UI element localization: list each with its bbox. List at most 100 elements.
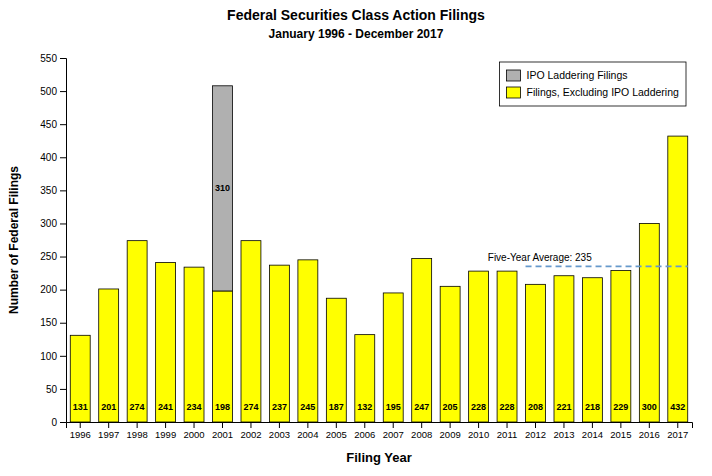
data-label: 205 bbox=[443, 402, 458, 412]
bar bbox=[241, 241, 261, 422]
bar bbox=[497, 271, 517, 422]
y-tick: 200 bbox=[40, 284, 66, 295]
data-label: 201 bbox=[101, 402, 116, 412]
y-tick-mark bbox=[60, 389, 66, 390]
x-tick-label: 2004 bbox=[297, 429, 318, 440]
y-tick-label: 50 bbox=[46, 384, 58, 395]
bar bbox=[184, 267, 204, 422]
bar bbox=[383, 292, 403, 293]
x-tick: 2015 bbox=[610, 422, 631, 440]
bar bbox=[184, 267, 204, 268]
bar bbox=[298, 259, 318, 260]
bar bbox=[526, 284, 546, 285]
x-tick: 2012 bbox=[525, 422, 546, 440]
x-tick: 2002 bbox=[240, 422, 261, 440]
x-tick: 2003 bbox=[269, 422, 290, 440]
bar bbox=[156, 262, 176, 263]
x-tick-mark bbox=[307, 422, 308, 428]
data-label: 228 bbox=[471, 402, 486, 412]
bar bbox=[554, 276, 574, 422]
x-tick: 2016 bbox=[639, 422, 660, 440]
legend-swatch bbox=[507, 70, 521, 81]
legend-label: Filings, Excluding IPO Laddering bbox=[527, 86, 679, 98]
y-tick-mark bbox=[60, 356, 66, 357]
x-tick: 1998 bbox=[127, 422, 148, 440]
x-tick-label: 2007 bbox=[383, 429, 404, 440]
data-label: 229 bbox=[613, 402, 628, 412]
x-tick-label: 2015 bbox=[610, 429, 631, 440]
x-tick: 2004 bbox=[297, 422, 318, 440]
y-tick-label: 100 bbox=[40, 351, 57, 362]
y-tick: 0 bbox=[51, 417, 66, 428]
bar bbox=[355, 334, 375, 335]
x-tick-label: 2010 bbox=[468, 429, 489, 440]
x-tick-mark bbox=[421, 422, 422, 428]
y-tick-mark bbox=[60, 223, 66, 224]
average-line bbox=[526, 266, 688, 268]
bar bbox=[241, 240, 261, 241]
bar bbox=[298, 260, 318, 422]
x-tick: 2010 bbox=[468, 422, 489, 440]
x-tick-label: 2011 bbox=[497, 429, 517, 440]
x-axis-title: Filing Year bbox=[346, 450, 412, 465]
y-tick-mark bbox=[60, 124, 66, 125]
bar bbox=[70, 335, 90, 336]
bar bbox=[383, 293, 403, 422]
bar-series bbox=[213, 86, 233, 291]
x-tick-mark bbox=[592, 422, 593, 428]
bar bbox=[269, 265, 289, 266]
bar bbox=[412, 258, 432, 259]
data-label: 198 bbox=[215, 402, 230, 412]
bar bbox=[469, 271, 489, 422]
data-label: 274 bbox=[243, 402, 258, 412]
y-tick: 550 bbox=[40, 53, 66, 64]
bar bbox=[156, 263, 176, 422]
data-label: 237 bbox=[272, 402, 287, 412]
x-tick-mark bbox=[194, 422, 195, 428]
data-labels: 1312012742412341982742372451871321952472… bbox=[73, 183, 686, 413]
x-tick-mark bbox=[250, 422, 251, 428]
x-tick-label: 1999 bbox=[155, 429, 176, 440]
bar bbox=[355, 335, 375, 422]
bar bbox=[99, 289, 119, 422]
y-tick: 50 bbox=[46, 384, 66, 395]
y-tick-mark bbox=[60, 190, 66, 191]
x-tick-label: 1997 bbox=[98, 429, 119, 440]
x-tick: 2014 bbox=[582, 422, 603, 440]
x-tick-label: 2017 bbox=[667, 429, 688, 440]
x-tick-mark bbox=[364, 422, 365, 428]
y-tick-mark bbox=[60, 91, 66, 92]
bar bbox=[70, 335, 90, 422]
chart: Five-Year Average: 235131201274241234198… bbox=[0, 0, 712, 476]
y-tick-label: 150 bbox=[40, 317, 57, 328]
x-tick-mark bbox=[393, 422, 394, 428]
legend: IPO Laddering FilingsFilings, Excluding … bbox=[500, 62, 686, 106]
x-tick-label: 2014 bbox=[582, 429, 603, 440]
x-tick-label: 2012 bbox=[525, 429, 546, 440]
x-tick: 1997 bbox=[98, 422, 119, 440]
data-label: 228 bbox=[500, 402, 515, 412]
title: Federal Securities Class Action Filings bbox=[227, 7, 485, 23]
y-tick-label: 500 bbox=[40, 86, 57, 97]
x-axis: 1996199719981999200020012002200320042005… bbox=[67, 422, 693, 440]
x-axis-line bbox=[67, 423, 693, 429]
y-tick: 350 bbox=[40, 185, 66, 196]
x-tick-mark bbox=[507, 422, 508, 428]
y-tick-label: 250 bbox=[40, 251, 57, 262]
x-tick-label: 2008 bbox=[411, 429, 432, 440]
bar bbox=[213, 86, 233, 291]
bar bbox=[269, 265, 289, 422]
bar bbox=[668, 136, 688, 422]
y-tick: 300 bbox=[40, 218, 66, 229]
bar bbox=[639, 223, 659, 224]
x-tick-label: 1996 bbox=[70, 429, 91, 440]
x-tick-mark bbox=[336, 422, 337, 428]
y-tick-label: 300 bbox=[40, 218, 57, 229]
bar bbox=[440, 286, 460, 287]
subtitle: January 1996 - December 2017 bbox=[269, 27, 444, 41]
y-tick: 100 bbox=[40, 351, 66, 362]
x-tick-label: 2002 bbox=[240, 429, 261, 440]
bar bbox=[582, 278, 602, 422]
bar bbox=[412, 259, 432, 422]
data-label: 221 bbox=[556, 402, 571, 412]
